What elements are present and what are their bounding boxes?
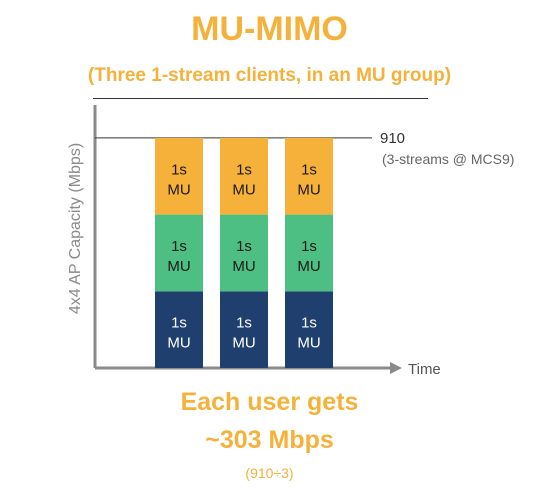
- reference-line-label: 910: [380, 130, 405, 147]
- bar-segment-2-3: [220, 137, 268, 215]
- footer-line-2: ~303 Mbps: [205, 426, 334, 454]
- page-subtitle: (Three 1-stream clients, in an MU group): [87, 65, 452, 86]
- x-axis-arrow: [390, 362, 402, 374]
- page-title: MU-MIMO: [191, 10, 348, 48]
- bar-label-1-2: 1s MU: [167, 238, 190, 275]
- y-axis-label: 4x4 AP Capacity (Mbps): [67, 143, 84, 314]
- x-axis-label: Time: [408, 361, 441, 378]
- bar-segment-1-3: [155, 137, 203, 215]
- bar-label-3-1: 1s MU: [297, 315, 320, 352]
- bar-segment-1-1: [155, 291, 203, 368]
- bar-segment-2-1: [220, 291, 268, 368]
- bar-label-3-3: 1s MU: [297, 161, 320, 198]
- bar-label-1-1: 1s MU: [167, 315, 190, 352]
- bar-label-2-2: 1s MU: [232, 238, 255, 275]
- bar-label-2-3: 1s MU: [232, 161, 255, 198]
- bar-segment-3-3: [285, 137, 333, 215]
- bar-segment-1-2: [155, 214, 203, 292]
- bar-segment-3-1: [285, 291, 333, 368]
- footer-line-1: Each user gets: [180, 388, 359, 416]
- bar-label-1-3: 1s MU: [167, 161, 190, 198]
- footer-line-3: (910÷3): [245, 465, 294, 481]
- bar-segment-2-2: [220, 214, 268, 292]
- bar-label-2-1: 1s MU: [232, 315, 255, 352]
- bar-label-3-2: 1s MU: [297, 238, 320, 275]
- capacity-chart: Time 4x4 AP Capacity (Mbps) 910 (3-streams …: [67, 105, 514, 378]
- title-divider: [93, 98, 428, 99]
- bar-segment-3-2: [285, 214, 333, 292]
- reference-line-sublabel: (3-streams @ MCS9): [382, 151, 514, 167]
